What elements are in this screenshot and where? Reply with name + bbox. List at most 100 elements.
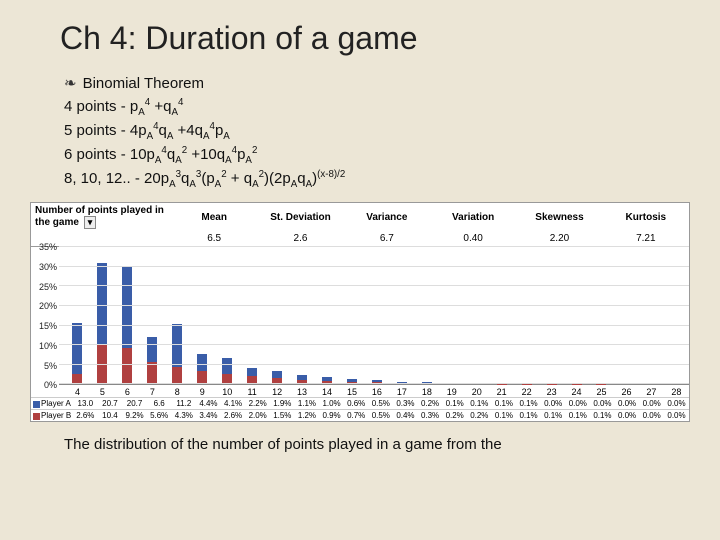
y-tick: 5% bbox=[44, 361, 57, 371]
sub: A bbox=[138, 107, 145, 118]
text: +q bbox=[150, 98, 171, 115]
stats-v: 0.40 bbox=[430, 231, 516, 246]
table-cell: 2.2% bbox=[245, 398, 270, 410]
slide: Ch 4: Duration of a game Binomial Theore… bbox=[0, 0, 720, 540]
stats-h: St. Deviation bbox=[257, 203, 343, 231]
table-cell: 0.7% bbox=[344, 410, 369, 422]
x-axis-labels: 4567891011121314151617181920212223242526… bbox=[59, 387, 689, 397]
data-table: Player A13.020.720.76.611.24.4%4.1%2.2%1… bbox=[30, 397, 690, 422]
x-tick: 17 bbox=[389, 387, 414, 397]
table-cell: 0.3% bbox=[393, 398, 418, 410]
table-cell: 0.1% bbox=[566, 410, 591, 422]
grid-line bbox=[59, 285, 689, 286]
table-cell: 4.1% bbox=[221, 398, 246, 410]
y-tick: 25% bbox=[39, 282, 57, 292]
table-cell: 9.2% bbox=[122, 410, 147, 422]
sub: A bbox=[169, 179, 176, 190]
x-tick: 20 bbox=[464, 387, 489, 397]
table-cell: 5.6% bbox=[147, 410, 172, 422]
x-tick: 14 bbox=[315, 387, 340, 397]
table-cell: 2.0% bbox=[245, 410, 270, 422]
y-axis: 0%5%10%15%20%25%30%35% bbox=[31, 247, 59, 397]
x-tick: 4 bbox=[65, 387, 90, 397]
y-tick: 20% bbox=[39, 301, 57, 311]
bar-series-a bbox=[197, 354, 207, 371]
bullet-line-2: 4 points - pA4 +qA4 bbox=[64, 96, 690, 120]
x-tick: 26 bbox=[614, 387, 639, 397]
x-tick: 16 bbox=[364, 387, 389, 397]
table-cell: 0.6% bbox=[344, 398, 369, 410]
text: +10q bbox=[187, 146, 225, 163]
grid-line bbox=[59, 266, 689, 267]
x-tick: 27 bbox=[639, 387, 664, 397]
bar-series-b bbox=[147, 362, 157, 384]
x-tick: 8 bbox=[165, 387, 190, 397]
table-cell: 0.4% bbox=[393, 410, 418, 422]
stats-h: Mean bbox=[171, 203, 257, 231]
bar-series-a bbox=[97, 263, 107, 344]
sub: A bbox=[223, 131, 230, 142]
text: q bbox=[159, 122, 167, 139]
bar-series-b bbox=[197, 371, 207, 384]
bar-series-a bbox=[147, 337, 157, 363]
stats-v: 6.5 bbox=[171, 231, 257, 246]
table-cell: 3.4% bbox=[196, 410, 221, 422]
bullet-block: Binomial Theorem 4 points - pA4 +qA4 5 p… bbox=[64, 73, 690, 192]
stats-h: Variance bbox=[344, 203, 430, 231]
table-cell: 2.6% bbox=[221, 410, 246, 422]
stats-value-row: 6.5 2.6 6.7 0.40 2.20 7.21 bbox=[31, 231, 689, 246]
y-tick: 30% bbox=[39, 262, 57, 272]
sup: 2 bbox=[252, 145, 257, 156]
stats-bar: Number of points played in the game ▾ Me… bbox=[30, 202, 690, 247]
bar-series-a bbox=[172, 324, 182, 368]
table-cell: 0.0% bbox=[664, 410, 689, 422]
x-tick: 11 bbox=[240, 387, 265, 397]
bullet-line-1: Binomial Theorem bbox=[64, 73, 690, 96]
bar-series-a bbox=[72, 323, 82, 374]
table-cell: 0.5% bbox=[369, 398, 394, 410]
table-cell: 0.1% bbox=[590, 410, 615, 422]
table-cell: 0.0% bbox=[664, 398, 689, 410]
table-cell: 1.0% bbox=[319, 398, 344, 410]
x-tick: 28 bbox=[664, 387, 689, 397]
table-cell: 1.9% bbox=[270, 398, 295, 410]
sub: A bbox=[175, 155, 182, 166]
grid-line bbox=[59, 305, 689, 306]
row-label: Player A bbox=[31, 398, 73, 410]
table-cell: 0.1% bbox=[492, 410, 517, 422]
table-cell: 0.5% bbox=[369, 410, 394, 422]
table-row: Player B2.6%10.49.2%5.6%4.3%3.4%2.6%2.0%… bbox=[31, 410, 689, 422]
table-cell: 4.3% bbox=[172, 410, 197, 422]
sub: A bbox=[225, 155, 232, 166]
x-tick: 21 bbox=[489, 387, 514, 397]
legend-square-icon bbox=[33, 401, 40, 408]
table-cell: 2.6% bbox=[73, 410, 98, 422]
x-tick: 9 bbox=[190, 387, 215, 397]
table-cell: 0.0% bbox=[541, 398, 566, 410]
table-cell: 4.4% bbox=[196, 398, 221, 410]
text: Binomial Theorem bbox=[83, 75, 204, 92]
grid-line bbox=[59, 383, 689, 384]
caption: The distribution of the number of points… bbox=[64, 436, 656, 453]
text: 5 points - 4p bbox=[64, 122, 147, 139]
y-tick: 35% bbox=[39, 242, 57, 252]
grid-line bbox=[59, 344, 689, 345]
slide-title: Ch 4: Duration of a game bbox=[60, 20, 690, 57]
table-cell: 20.7 bbox=[122, 398, 147, 410]
table-cell: 0.1% bbox=[516, 398, 541, 410]
x-tick: 22 bbox=[514, 387, 539, 397]
table-cell: 0.2% bbox=[442, 410, 467, 422]
x-tick: 7 bbox=[140, 387, 165, 397]
table-cell: 0.0% bbox=[566, 398, 591, 410]
bar-series-b bbox=[172, 367, 182, 384]
stats-label: Number of points played in the game bbox=[35, 205, 164, 228]
stats-v: 7.21 bbox=[603, 231, 689, 246]
text: +4q bbox=[173, 122, 203, 139]
table-cell: 13.0 bbox=[73, 398, 98, 410]
table-cell: 0.9% bbox=[319, 410, 344, 422]
stats-h: Kurtosis bbox=[603, 203, 689, 231]
x-tick: 23 bbox=[539, 387, 564, 397]
stats-v: 2.6 bbox=[257, 231, 343, 246]
dropdown-icon[interactable]: ▾ bbox=[84, 216, 97, 229]
sub: A bbox=[171, 107, 178, 118]
